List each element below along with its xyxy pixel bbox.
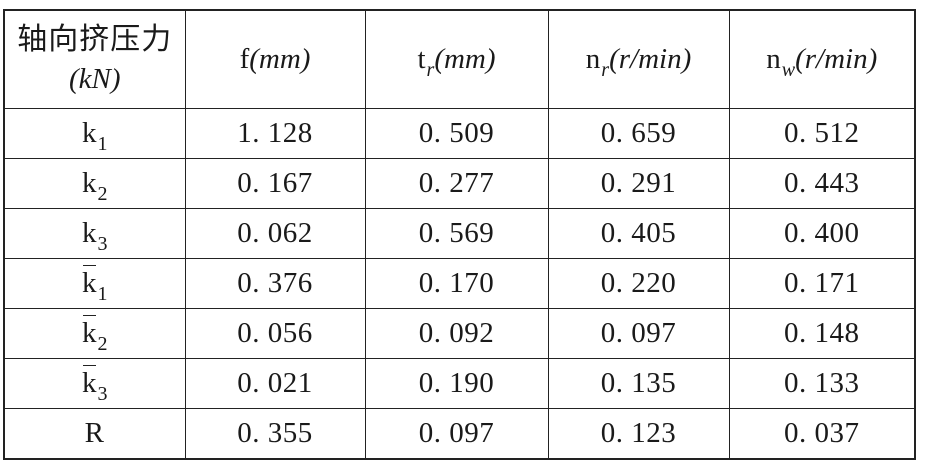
table-cell: 0. 400 [728,208,916,259]
row-subscript: 3 [97,383,108,405]
table-cell: 0. 056 [184,308,366,359]
overline-mark [83,265,96,266]
row-symbol: k [82,217,97,249]
row-header-cell: 轴向挤压力 (kN) [3,9,186,109]
table-cell: 0. 376 [184,258,366,309]
column-header-nw: nw(r/min) [728,9,916,109]
table-cell: 0. 148 [728,308,916,359]
column-symbol: n [766,43,781,75]
row-header-title: 轴向挤压力 [17,22,173,57]
row-label: k3 [3,358,186,409]
overline-mark [83,365,96,366]
row-subscript: 2 [97,183,108,205]
column-subscript: r [426,59,435,81]
column-unit: (mm) [434,43,496,75]
table-cell: 0. 097 [547,308,730,359]
row-symbol: k [82,167,97,199]
column-symbol: n [585,43,601,75]
row-label: k2 [3,158,186,209]
table-cell: 0. 512 [728,108,916,159]
column-subscript: r [601,59,610,81]
table-cell: 0. 569 [364,208,549,259]
table-cell: 0. 167 [184,158,366,209]
table-row: k1 1. 128 0. 509 0. 659 0. 512 [3,108,916,159]
column-unit: (r/min) [795,43,878,75]
row-header-unit: (kN) [68,63,121,95]
column-unit: (r/min) [609,43,692,75]
column-header-f: f(mm) [184,9,366,109]
row-label: R [3,408,186,460]
table-cell: 0. 659 [547,108,730,159]
row-label: k1 [3,258,186,309]
table-cell: 0. 405 [547,208,730,259]
table-cell: 0. 062 [184,208,366,259]
table-cell: 0. 135 [547,358,730,409]
column-subscript: w [781,59,796,81]
row-symbol: k [82,117,97,149]
row-symbol: k [82,317,97,349]
table-cell: 0. 355 [184,408,366,460]
row-label: k1 [3,108,186,159]
row-subscript: 2 [97,333,108,355]
overline-mark [83,315,96,316]
table-cell: 0. 097 [364,408,549,460]
row-symbol: k [82,267,97,299]
table-row: k1 0. 376 0. 170 0. 220 0. 171 [3,258,916,309]
table-cell: 0. 220 [547,258,730,309]
table-cell: 0. 021 [184,358,366,409]
header-row: 轴向挤压力 (kN) f(mm) tr(mm) nr(r/min) nw(r/m… [3,9,916,109]
table-row: k2 0. 056 0. 092 0. 097 0. 148 [3,308,916,359]
column-header-tr: tr(mm) [364,9,549,109]
row-subscript: 3 [97,233,108,255]
row-label: k2 [3,308,186,359]
table-row: k3 0. 021 0. 190 0. 135 0. 133 [3,358,916,409]
table-row: k3 0. 062 0. 569 0. 405 0. 400 [3,208,916,259]
column-unit: (mm) [249,43,311,75]
table-cell: 0. 277 [364,158,549,209]
row-subscript: 1 [97,133,108,155]
table-cell: 0. 170 [364,258,549,309]
row-subscript: 1 [97,283,108,305]
row-label: k3 [3,208,186,259]
row-symbol: R [84,417,104,449]
table-cell: 0. 190 [364,358,549,409]
table-cell: 0. 123 [547,408,730,460]
table-cell: 0. 509 [364,108,549,159]
row-symbol: k [82,367,97,399]
table-cell: 0. 291 [547,158,730,209]
table-cell: 0. 133 [728,358,916,409]
table-cell: 0. 092 [364,308,549,359]
table-cell: 0. 037 [728,408,916,460]
column-symbol: f [239,43,250,75]
data-table: 轴向挤压力 (kN) f(mm) tr(mm) nr(r/min) nw(r/m… [3,9,916,460]
table-cell: 0. 171 [728,258,916,309]
table-cell: 1. 128 [184,108,366,159]
table-cell: 0. 443 [728,158,916,209]
column-symbol: t [417,43,426,75]
table-row: R 0. 355 0. 097 0. 123 0. 037 [3,408,916,460]
column-header-nr: nr(r/min) [547,9,730,109]
table-row: k2 0. 167 0. 277 0. 291 0. 443 [3,158,916,209]
